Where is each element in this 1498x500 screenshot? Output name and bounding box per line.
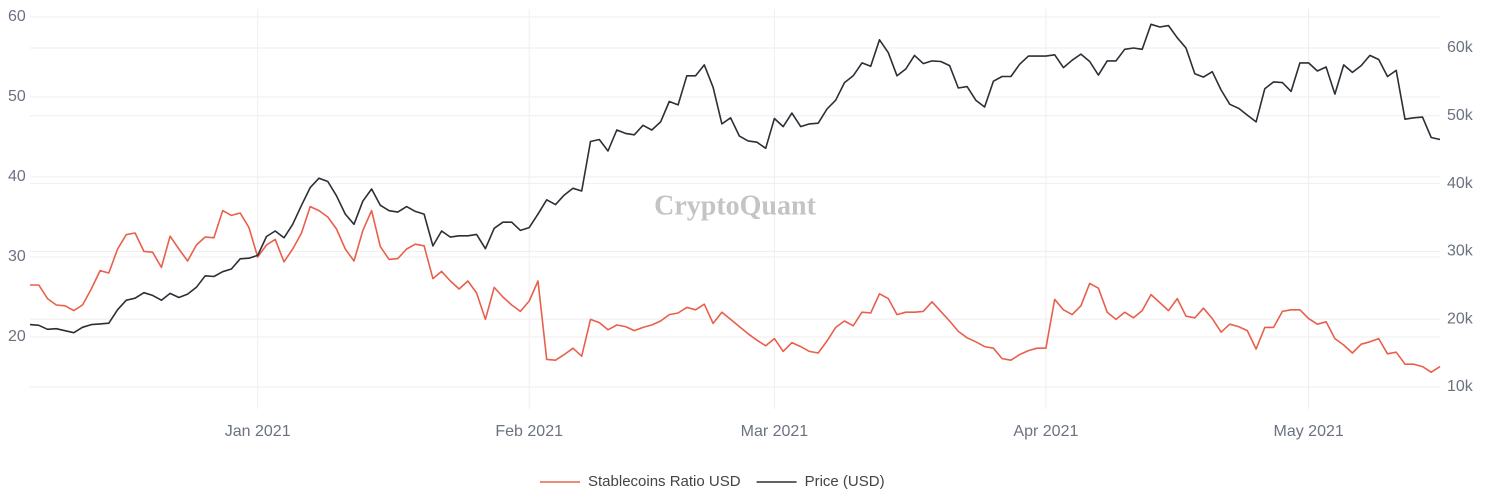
x-tick-label: Jan 2021 <box>225 423 291 440</box>
y-tick-label: 40 <box>8 168 26 185</box>
x-tick-label: Apr 2021 <box>1013 423 1078 440</box>
x-tick-label: Feb 2021 <box>495 423 563 440</box>
x-tick-label: Mar 2021 <box>741 423 809 440</box>
watermark: CryptoQuant <box>654 190 816 221</box>
line-series <box>29 23 1441 334</box>
y-tick-label: 30 <box>8 248 26 265</box>
y2-tick-label: 10k <box>1447 378 1474 395</box>
y-tick-label: 60 <box>8 8 26 25</box>
y-tick-label: 20 <box>8 328 26 345</box>
y-tick-label: 50 <box>8 88 26 105</box>
y2-tick-label: 40k <box>1447 175 1474 192</box>
line-series <box>30 205 1441 373</box>
legend-label: Stablecoins Ratio USD <box>588 473 741 490</box>
y2-tick-label: 60k <box>1447 39 1474 56</box>
y2-tick-label: 50k <box>1447 107 1474 124</box>
x-tick-label: May 2021 <box>1274 423 1344 440</box>
legend-label: Price (USD) <box>805 473 885 490</box>
y2-tick-label: 30k <box>1447 243 1474 260</box>
y2-tick-label: 20k <box>1447 310 1474 327</box>
